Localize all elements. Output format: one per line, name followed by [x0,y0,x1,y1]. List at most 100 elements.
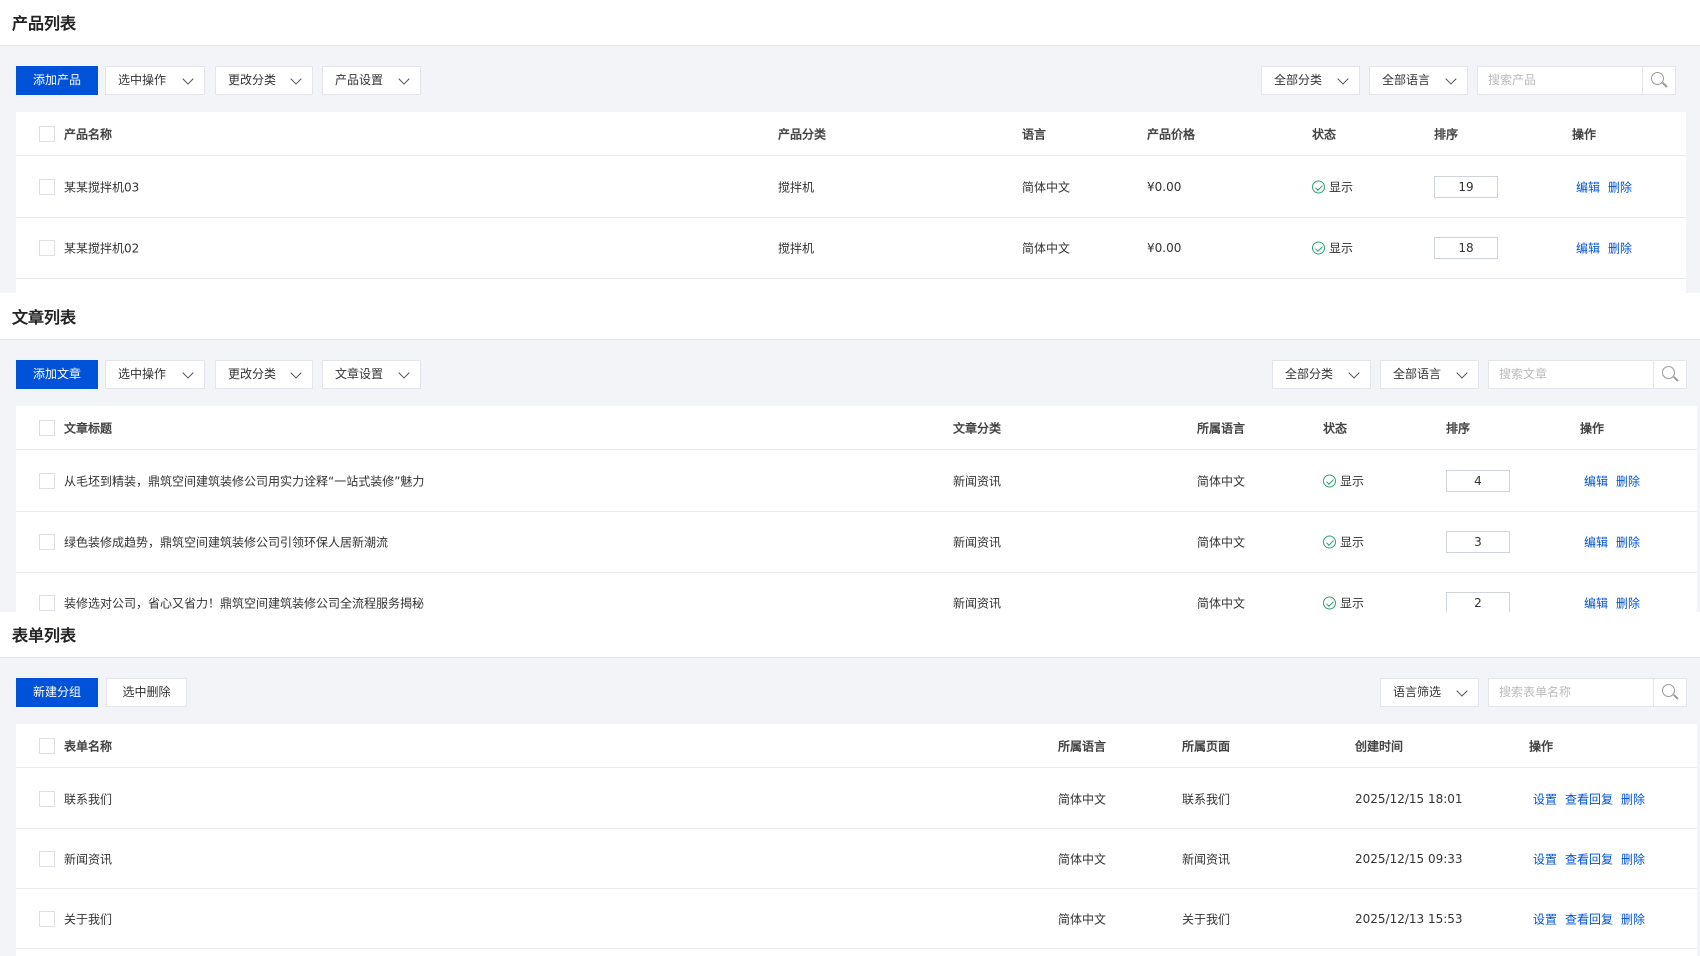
row-checkbox[interactable] [39,910,55,927]
status-indicator: 显示 [1323,595,1364,612]
action-link-1[interactable]: 删除 [1608,241,1633,256]
dropdown-1[interactable]: 更改分类 [215,360,313,389]
cell-language: 简体中文 [1022,180,1071,195]
row-checkbox[interactable] [39,473,55,489]
products-search-input[interactable] [1478,67,1642,94]
action-link-0[interactable]: 设置 [1533,912,1558,926]
select-all-checkbox[interactable] [39,125,55,142]
filter-dropdown-1[interactable]: 全部语言 [1380,360,1479,389]
dropdown-1[interactable]: 更改分类 [215,66,313,95]
chevron-down-icon [182,367,194,379]
status-text: 显示 [1340,535,1365,550]
dropdown-label: 选中操作 [118,73,167,87]
table-row: 装修选对公司，省心又省力！鼎筑空间建筑装修公司全流程服务揭秘 新闻资讯 简体中文 显示… [16,573,1697,612]
status-indicator: 显示 [1312,179,1353,196]
action-link-1[interactable]: 删除 [1608,180,1633,195]
column-header-status: 状态 [1323,421,1348,435]
row-actions: 设置 查看回复 删除 [1533,910,1653,927]
sort-order-input[interactable] [1446,470,1510,492]
forms-search-input[interactable] [1489,679,1653,706]
column-header-language: 所属语言 [1058,739,1107,753]
dropdown-label: 文章设置 [335,367,384,381]
action-link-1[interactable]: 删除 [1616,474,1641,489]
chevron-down-icon [1348,367,1360,379]
row-actions: 编辑 删除 [1584,473,1648,490]
cell-page: 新闻资讯 [1182,852,1231,866]
column-header-page: 所属页面 [1182,739,1231,753]
cell-category: 新闻资讯 [953,596,1002,611]
filter-dropdown-0[interactable]: 全部分类 [1272,360,1371,389]
sort-order-input[interactable] [1434,237,1498,259]
dropdown-2[interactable]: 产品设置 [322,66,421,95]
select-all-checkbox[interactable] [39,737,55,754]
check-circle-icon [1312,180,1325,194]
action-link-1[interactable]: 删除 [1616,596,1641,611]
products-table: 产品名称 产品分类 语言 产品价格 状态 排序 操作 某某搅拌机03 搅拌机 简体中文 ¥0.00 显… [16,112,1686,293]
cell-category: 搅拌机 [778,180,815,195]
action-link-0[interactable]: 编辑 [1584,474,1609,489]
forms-search: 搜索表单名称 [1488,678,1687,707]
dropdown-2[interactable]: 文章设置 [322,360,421,389]
articles-search: 搜索文章 [1488,360,1687,389]
cell-language: 简体中文 [1197,535,1246,550]
batch-delete-button[interactable]: 选中删除 [106,678,187,707]
articles-add-button[interactable]: 添加文章 [16,360,98,389]
sort-order-input[interactable] [1446,592,1510,612]
status-text: 显示 [1329,180,1354,195]
filter-label: 全部分类 [1274,73,1323,87]
column-header-category: 文章分类 [953,421,1002,435]
articles-table: 文章标题 文章分类 所属语言 状态 排序 操作 从毛坯到精装，鼎筑空间建筑装修公司用实力诠释… [16,406,1697,612]
cell-created: 2025/12/15 09:33 [1355,851,1463,866]
column-header-name: 产品名称 [64,127,113,141]
dropdown-label: 产品设置 [335,73,384,87]
action-link-0[interactable]: 编辑 [1576,241,1601,256]
products-add-button[interactable]: 添加产品 [16,66,98,95]
search-button[interactable] [1653,361,1686,388]
row-checkbox[interactable] [39,534,55,550]
filter-label: 全部分类 [1285,367,1334,381]
action-link-1[interactable]: 查看回复 [1565,912,1614,926]
articles-title: 文章列表 [12,308,77,327]
action-link-0[interactable]: 编辑 [1584,535,1609,550]
cell-price: ¥0.00 [1147,241,1182,255]
row-checkbox[interactable] [39,595,55,611]
row-checkbox[interactable] [39,790,55,807]
articles-section: 文章列表添加文章 选中操作 更改分类 文章设置 全部分类 全部语言 搜索文章文章标题 文章分类… [0,294,1700,612]
select-all-checkbox[interactable] [39,419,55,436]
chevron-down-icon [398,367,410,379]
action-link-1[interactable]: 查看回复 [1565,852,1614,866]
table-row: 关于我们 简体中文 关于我们 2025/12/13 15:53 设置 查看回复 删除 [16,889,1697,949]
action-link-0[interactable]: 编辑 [1584,596,1609,611]
filter-dropdown-1[interactable]: 全部语言 [1369,66,1468,95]
table-header: 产品名称 产品分类 语言 产品价格 状态 排序 操作 [16,112,1686,156]
filter-dropdown-0[interactable]: 全部分类 [1261,66,1360,95]
action-link-2[interactable]: 删除 [1621,792,1646,806]
action-link-1[interactable]: 查看回复 [1565,792,1614,806]
forms-add-button[interactable]: 新建分组 [16,678,98,707]
row-actions: 编辑 删除 [1576,240,1640,257]
cell-price: ¥0.00 [1147,180,1182,194]
table-row: 联系我们 简体中文 联系我们 2025/12/15 18:01 设置 查看回复 删除 [16,769,1697,829]
table-row: 新闻资讯 简体中文 新闻资讯 2025/12/15 09:33 设置 查看回复 删除 [16,829,1697,889]
chevron-down-icon [1337,73,1349,85]
dropdown-0[interactable]: 选中操作 [105,66,205,95]
action-link-0[interactable]: 设置 [1533,852,1558,866]
cell-name: 绿色装修成趋势，鼎筑空间建筑装修公司引领环保人居新潮流 [64,535,389,550]
sort-order-input[interactable] [1446,531,1510,553]
action-link-2[interactable]: 删除 [1621,852,1646,866]
search-button[interactable] [1653,679,1686,706]
action-link-1[interactable]: 删除 [1616,535,1641,550]
row-checkbox[interactable] [39,240,55,256]
action-link-0[interactable]: 编辑 [1576,180,1601,195]
row-actions: 设置 查看回复 删除 [1533,790,1653,807]
action-link-2[interactable]: 删除 [1621,912,1646,926]
action-link-0[interactable]: 设置 [1533,792,1558,806]
filter-dropdown-0[interactable]: 语言筛选 [1380,678,1479,707]
row-checkbox[interactable] [39,179,55,195]
sort-order-input[interactable] [1434,176,1498,198]
search-button[interactable] [1642,67,1675,94]
row-checkbox[interactable] [39,850,55,867]
dropdown-0[interactable]: 选中操作 [105,360,205,389]
articles-search-input[interactable] [1489,361,1653,388]
